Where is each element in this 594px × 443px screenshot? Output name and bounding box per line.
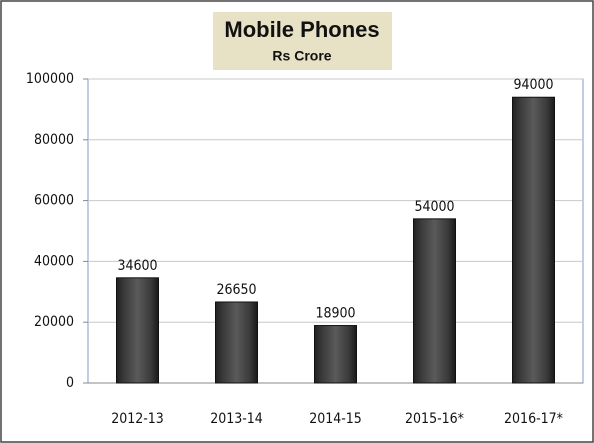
data-label: 54000 <box>414 199 454 215</box>
bar <box>413 218 456 384</box>
y-tick-label: 40000 <box>34 253 74 269</box>
x-tick-label: 2016-17* <box>504 411 563 427</box>
x-tick-label: 2013-14 <box>210 411 263 427</box>
x-tick-label: 2015-16* <box>405 411 464 427</box>
data-label: 94000 <box>513 77 553 93</box>
data-label: 18900 <box>315 306 355 322</box>
y-tick-label: 60000 <box>34 193 74 209</box>
x-tick-label: 2012-13 <box>111 411 164 427</box>
bar <box>215 301 258 384</box>
y-tick-label: 80000 <box>34 132 74 148</box>
y-tick-label: 100000 <box>26 71 74 87</box>
data-label: 26650 <box>216 282 256 298</box>
y-tick-label: 0 <box>66 375 74 391</box>
bar <box>314 325 357 384</box>
bar <box>512 96 555 384</box>
y-tick-label: 20000 <box>34 314 74 330</box>
bar <box>116 277 159 384</box>
chart-subtitle: Rs Crore <box>272 48 331 64</box>
data-label: 34600 <box>117 258 157 274</box>
title-box <box>213 12 392 70</box>
x-tick-label: 2014-15 <box>309 411 362 427</box>
chart-title: Mobile Phones <box>224 17 379 42</box>
